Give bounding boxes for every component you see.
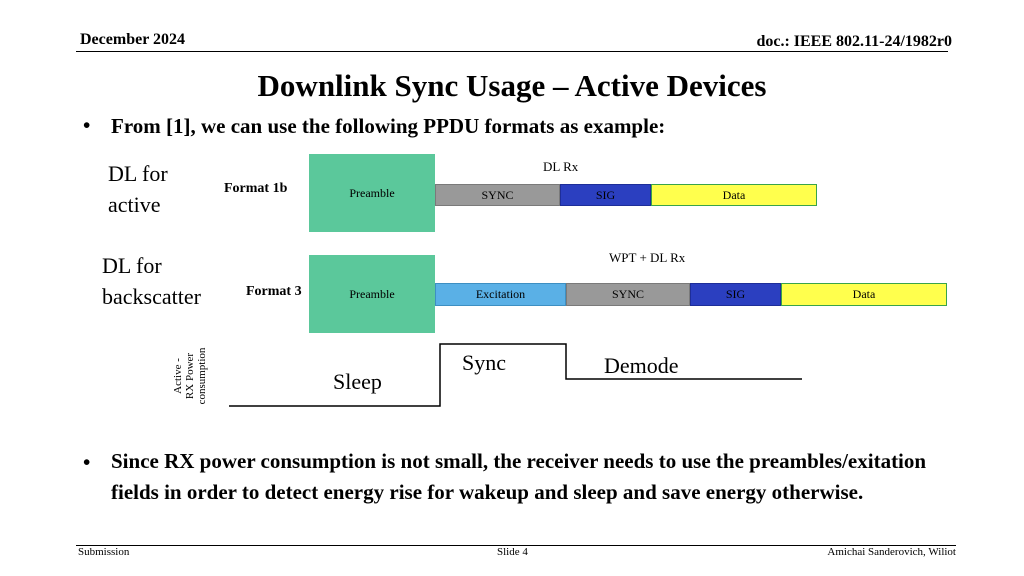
header-doc-id: doc.: IEEE 802.11-24/1982r0 (756, 33, 952, 50)
header-date: December 2024 (80, 31, 185, 48)
bullet-marker: • (83, 450, 91, 474)
row1-sig-field: SIG (560, 184, 651, 206)
row1-label: DL for active (108, 158, 168, 220)
row1-label-line2: active (108, 192, 161, 217)
row1-sync-field: SYNC (435, 184, 560, 206)
footer-author: Amichai Sanderovich, Wiliot (827, 546, 956, 558)
header-divider (76, 51, 948, 52)
row2-sig-field: SIG (690, 283, 781, 306)
row1-data-field: Data (651, 184, 817, 206)
row2-excitation-field: Excitation (435, 283, 566, 306)
wpt-dl-rx-label: WPT + DL Rx (609, 250, 686, 265)
footer-submission: Submission (78, 546, 130, 558)
sleep-label: Sleep (333, 369, 382, 394)
bullet-text: Since RX power consumption is not small,… (111, 449, 927, 504)
row2-sync-field: SYNC (566, 283, 690, 306)
row2-label-line2: backscatter (102, 284, 201, 309)
bullet-marker: • (83, 113, 91, 137)
row1-preamble-field: Preamble (309, 154, 435, 232)
footer-slide-number: Slide 4 (497, 546, 528, 558)
row2-label-line1: DL for (102, 253, 162, 278)
row2-preamble-field: Preamble (309, 255, 435, 333)
row2-label: DL for backscatter (102, 250, 201, 312)
bullet-text: From [1], we can use the following PPDU … (111, 114, 666, 138)
sync-phase-label: Sync (462, 350, 506, 375)
format-3-label: Format 3 (246, 284, 302, 299)
format-1b-label: Format 1b (224, 181, 288, 196)
row1-label-line1: DL for (108, 161, 168, 186)
slide-title: Downlink Sync Usage – Active Devices (257, 68, 767, 103)
footer-divider (76, 545, 956, 546)
dl-rx-label: DL Rx (543, 159, 579, 174)
demode-label: Demode (604, 353, 679, 378)
row2-data-field: Data (781, 283, 947, 306)
